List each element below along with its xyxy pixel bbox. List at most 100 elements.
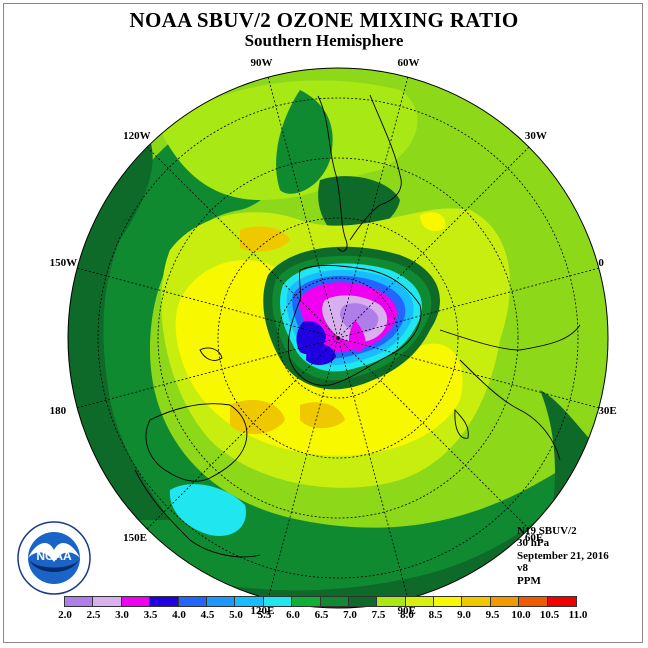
colorbar-swatch [263, 597, 293, 606]
field-orange-a [240, 226, 290, 252]
coastlines [134, 94, 581, 558]
colorbar-tick-label: 4.0 [172, 609, 186, 621]
longitude-label: 90W [250, 56, 273, 69]
info-date: September 21, 2016 [517, 549, 609, 562]
colorbar-tick-label: 6.5 [314, 609, 329, 621]
longitude-label: 30W [524, 130, 547, 143]
info-instrument: N19 SBUV/2 [517, 525, 577, 537]
meridian-line [146, 146, 339, 339]
noaa-logo: NOAA [16, 520, 92, 596]
longitude-label: 0 [598, 257, 604, 270]
coast-asia-edge [134, 469, 261, 558]
colorbar-swatch [547, 597, 577, 606]
meridian-line [337, 267, 599, 339]
colorbar-tick-label: 2.5 [86, 609, 101, 621]
colorbar-tick-label: 5.0 [229, 609, 243, 621]
meridian-line [337, 146, 530, 339]
coast-antarctica [287, 264, 422, 386]
info-block: N19 SBUV/2 30 hPa September 21, 2016 v8 … [517, 525, 609, 587]
longitude-label: 90E [397, 605, 416, 618]
colorbar-swatch [405, 597, 435, 606]
coast-australia [145, 403, 248, 482]
coast-newzealand [199, 347, 223, 361]
graticule [77, 77, 599, 599]
meridian-line [337, 337, 599, 409]
coast-africa-east [459, 359, 561, 461]
colorbar-swatch [348, 597, 378, 606]
colorbar-swatch [178, 597, 207, 606]
meridian-line [77, 337, 339, 409]
coast-sa-east [349, 94, 402, 241]
info-units: PPM [517, 574, 541, 587]
longitude-label: 150W [49, 257, 78, 270]
colorbar-tick-label: 6.0 [286, 609, 300, 621]
meridian-line [337, 337, 409, 599]
colorbar-tick-label: 10.5 [539, 609, 560, 621]
lat-circle-3 [157, 157, 519, 519]
meridian-line [337, 337, 530, 530]
meridian-line [267, 337, 339, 599]
colorbar-swatch [292, 597, 321, 606]
lat-circle-1 [277, 277, 399, 399]
colorbar-tick-label: 9.0 [457, 609, 471, 621]
colorbar-swatch [490, 597, 520, 606]
map-title: NOAA SBUV/2 OZONE MIXING RATIO [129, 8, 519, 32]
field-yellow-small [420, 212, 446, 232]
colorbar-swatch [150, 597, 179, 606]
colorbar [64, 596, 577, 607]
coast-madagascar [454, 408, 469, 439]
field-orange-b [230, 400, 285, 435]
coast-africa-south [439, 324, 581, 351]
longitude-label: 120W [123, 130, 151, 143]
colorbar-tick-label: 3.0 [115, 609, 129, 621]
map-subtitle: Southern Hemisphere [244, 31, 404, 50]
colorbar-swatch [206, 597, 236, 606]
colorbar-swatch [320, 597, 349, 606]
meridian-line [146, 337, 339, 530]
colorbar-tick-label: 10.0 [511, 609, 531, 621]
info-version: v8 [517, 562, 528, 575]
field-cyan-patch [169, 484, 246, 536]
colorbar-tick-label: 11.0 [568, 609, 588, 621]
map-boundary [67, 67, 609, 609]
colorbar-tick-label: 8.0 [400, 609, 414, 621]
meridians [77, 77, 599, 599]
field-orange-c [300, 402, 345, 429]
colorbar-tick-label: 7.0 [343, 609, 357, 621]
field-green-patch [276, 90, 333, 194]
hole-core [340, 303, 379, 333]
longitude-label: 30E [598, 404, 617, 417]
colorbar-tick-label: 3.5 [143, 609, 158, 621]
meridian-line [77, 267, 339, 339]
hole-deepblue-b [306, 343, 336, 366]
colorbar-tick-label: 5.5 [257, 609, 272, 621]
colorbar-tick-label: 2.0 [58, 609, 72, 621]
meridian-line [267, 77, 339, 339]
colorbar-swatch [93, 597, 122, 606]
noaa-logo-text: NOAA [36, 549, 72, 563]
colorbar-tick-label: 7.5 [371, 609, 386, 621]
colorbar-swatch [519, 597, 548, 606]
longitude-label: 180 [49, 404, 67, 417]
colorbar-swatch [462, 597, 491, 606]
longitude-label: 150E [123, 531, 148, 544]
noaa-logo-graphic [17, 521, 91, 595]
longitude-label: 120E [250, 605, 275, 618]
colorbar-swatch [65, 597, 94, 606]
colorbar-tick-label: 8.5 [428, 609, 443, 621]
lat-circle-4 [97, 97, 579, 579]
longitude-label: 60W [397, 56, 420, 69]
colorbar-swatch [235, 597, 264, 606]
longitude-label: 60E [524, 531, 544, 544]
lat-circle-2 [217, 217, 459, 459]
colorbar-swatch [377, 597, 406, 606]
colorbar-swatch [121, 597, 151, 606]
info-level: 30 hPa [517, 537, 550, 550]
coast-south-america [317, 95, 348, 252]
figure-frame [3, 3, 643, 643]
colorbar-swatch [434, 597, 463, 606]
colorbar-tick-label: 4.5 [200, 609, 215, 621]
colorbar-tick-label: 9.5 [485, 609, 500, 621]
meridian-line [337, 77, 409, 339]
